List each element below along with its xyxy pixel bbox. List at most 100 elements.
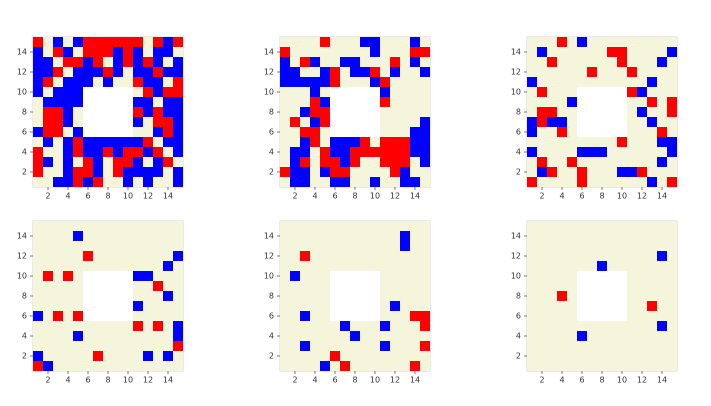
cell [577, 147, 587, 157]
cell [300, 351, 310, 361]
cell [647, 331, 657, 341]
cell [310, 231, 320, 241]
cell [657, 67, 667, 77]
cell [63, 167, 73, 177]
cell [320, 117, 330, 127]
cell [340, 47, 350, 57]
cell [657, 177, 667, 187]
cell [33, 177, 43, 187]
cell [53, 97, 63, 107]
cell [400, 221, 410, 231]
cell [380, 231, 390, 241]
cell [73, 301, 83, 311]
cell [173, 97, 183, 107]
cell [320, 37, 330, 47]
cell [43, 231, 53, 241]
cell [547, 291, 557, 301]
cell [587, 221, 597, 231]
cell [310, 177, 320, 187]
cell [547, 281, 557, 291]
cell [340, 261, 350, 271]
cell [400, 167, 410, 177]
cell [657, 311, 667, 321]
cell [290, 261, 300, 271]
cell [73, 127, 83, 137]
cell [667, 241, 677, 251]
cell [370, 361, 380, 371]
cell [320, 57, 330, 67]
cell [113, 361, 123, 371]
cell [73, 107, 83, 117]
cell [350, 241, 360, 251]
cell [173, 271, 183, 281]
cell [370, 67, 380, 77]
cell [300, 311, 310, 321]
cell [33, 167, 43, 177]
cell [83, 147, 93, 157]
cell [370, 221, 380, 231]
cell [103, 47, 113, 57]
cell [617, 221, 627, 231]
y-tick-label: 12 [264, 252, 274, 261]
cell [320, 341, 330, 351]
cell [627, 291, 637, 301]
cell [637, 361, 647, 371]
cell [557, 117, 567, 127]
cell [163, 321, 173, 331]
cell [300, 57, 310, 67]
cell [567, 341, 577, 351]
cell [163, 137, 173, 147]
cell [547, 107, 557, 117]
cell [410, 67, 420, 77]
cell [93, 251, 103, 261]
cell [657, 221, 667, 231]
x-tick-label: 10 [123, 376, 133, 385]
cell [557, 87, 567, 97]
x-tick-label: 2 [539, 376, 544, 385]
cell [390, 127, 400, 137]
cell [300, 261, 310, 271]
cell [63, 351, 73, 361]
cell [123, 57, 133, 67]
cell [547, 301, 557, 311]
cell [103, 167, 113, 177]
cell [280, 291, 290, 301]
cell [310, 77, 320, 87]
cell [153, 87, 163, 97]
cell [153, 97, 163, 107]
cell [527, 167, 537, 177]
cell [657, 37, 667, 47]
cell [370, 321, 380, 331]
cell [103, 177, 113, 187]
cell [410, 251, 420, 261]
cell [310, 47, 320, 57]
cell [527, 107, 537, 117]
cell [123, 321, 133, 331]
x-tick-label: 10 [617, 376, 627, 385]
cell [567, 117, 577, 127]
cell [527, 261, 537, 271]
cell [153, 147, 163, 157]
cell [93, 351, 103, 361]
cell [607, 77, 617, 87]
x-tick-label: 14 [657, 192, 667, 201]
cell [420, 47, 430, 57]
y-tick-label: 14 [264, 48, 274, 57]
cell [627, 351, 637, 361]
cell [400, 147, 410, 157]
cell [330, 361, 340, 371]
cell [587, 351, 597, 361]
cell [627, 251, 637, 261]
y-tick-label: 2 [269, 168, 274, 177]
cell [657, 261, 667, 271]
cell [43, 167, 53, 177]
cell [537, 221, 547, 231]
cell [380, 37, 390, 47]
cell [290, 37, 300, 47]
cell [370, 77, 380, 87]
y-tick-label: 2 [22, 168, 27, 177]
cell [647, 57, 657, 67]
cell [617, 47, 627, 57]
cell [400, 301, 410, 311]
cell [607, 167, 617, 177]
